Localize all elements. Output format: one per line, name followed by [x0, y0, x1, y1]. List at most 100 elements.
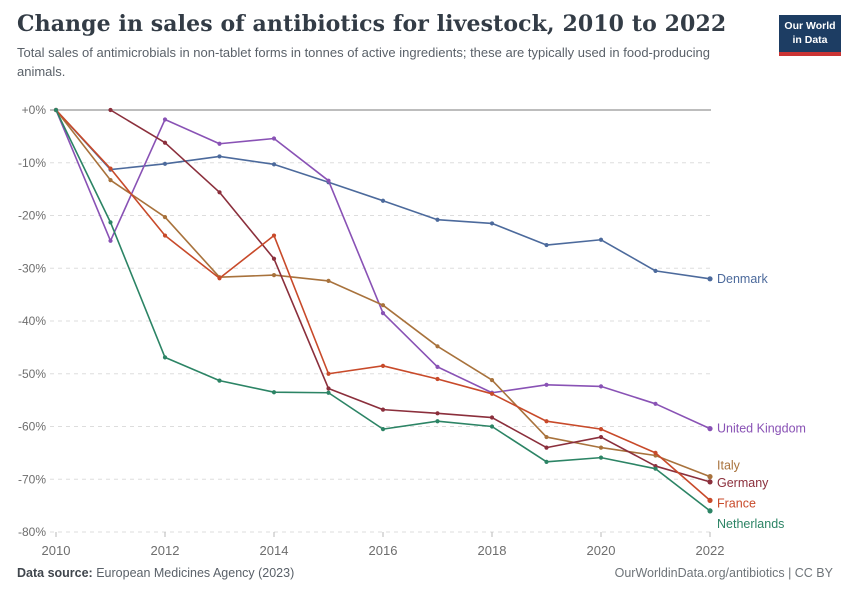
point-germany-2019[interactable]	[544, 445, 549, 450]
y-tick-label: -20%	[18, 209, 46, 223]
point-denmark-2019[interactable]	[544, 242, 549, 248]
line-germany[interactable]	[110, 109, 711, 483]
point-united-kingdom-2011[interactable]	[108, 238, 113, 243]
point-italy-2012[interactable]	[162, 214, 168, 220]
endpoint-germany[interactable]	[707, 479, 713, 485]
license-credit[interactable]: OurWorldinData.org/antibiotics | CC BY	[614, 566, 833, 580]
page-subtitle: Total sales of antimicrobials in non-tab…	[17, 45, 710, 79]
point-france-2013[interactable]	[217, 276, 222, 281]
endpoint-france[interactable]	[707, 497, 713, 503]
point-france-2012[interactable]	[162, 233, 168, 238]
point-germany-2018[interactable]	[489, 415, 495, 420]
point-france-2016[interactable]	[380, 363, 386, 368]
point-france-2014[interactable]	[271, 233, 277, 238]
data-source-text: European Medicines Agency (2023)	[92, 566, 295, 580]
point-united-kingdom-2021[interactable]	[653, 401, 658, 406]
series-label-france[interactable]: France	[717, 496, 756, 510]
owid-logo-text: Our World in Data	[784, 20, 836, 46]
point-germany-2013[interactable]	[217, 190, 222, 195]
endpoint-italy[interactable]	[707, 474, 713, 480]
point-italy-2018[interactable]	[489, 377, 495, 383]
point-germany-2012[interactable]	[162, 140, 168, 145]
point-united-kingdom-2020[interactable]	[598, 384, 604, 389]
point-germany-2020[interactable]	[598, 434, 604, 440]
series-label-netherlands[interactable]: Netherlands	[717, 517, 784, 531]
y-tick-label: -30%	[18, 261, 46, 275]
point-united-kingdom-2019[interactable]	[544, 382, 549, 387]
point-denmark-2012[interactable]	[162, 161, 168, 166]
point-denmark-2016[interactable]	[380, 198, 386, 203]
series-label-italy[interactable]: Italy	[717, 459, 741, 473]
point-italy-2015[interactable]	[326, 278, 331, 284]
point-denmark-2013[interactable]	[217, 154, 222, 159]
x-tick-label: 2014	[260, 543, 289, 558]
point-france-2020[interactable]	[598, 427, 604, 432]
point-denmark-2014[interactable]	[271, 162, 277, 167]
point-united-kingdom-2014[interactable]	[271, 136, 277, 141]
owid-logo[interactable]: Our World in Data	[779, 15, 841, 56]
point-italy-2014[interactable]	[271, 273, 277, 278]
series-united-kingdom[interactable]: United Kingdom	[53, 107, 806, 436]
point-denmark-2020[interactable]	[598, 237, 604, 242]
point-netherlands-2011[interactable]	[108, 220, 113, 225]
endpoint-united-kingdom[interactable]	[707, 426, 713, 432]
point-france-2011[interactable]	[108, 166, 113, 171]
point-germany-2016[interactable]	[380, 407, 386, 412]
series-france[interactable]: France	[53, 107, 756, 510]
point-denmark-2018[interactable]	[489, 221, 495, 226]
endpoint-denmark[interactable]	[707, 276, 713, 282]
endpoint-netherlands[interactable]	[707, 508, 713, 514]
series-label-denmark[interactable]: Denmark	[717, 272, 768, 286]
series-netherlands[interactable]: Netherlands	[53, 107, 785, 531]
x-tick-label: 2018	[478, 543, 507, 558]
line-netherlands[interactable]	[55, 109, 711, 512]
point-netherlands-2017[interactable]	[435, 419, 440, 424]
point-italy-2020[interactable]	[598, 445, 604, 450]
point-united-kingdom-2012[interactable]	[162, 117, 168, 122]
x-axis: 2010 2012 2014 2016 2018 2020 2022	[42, 532, 724, 558]
point-germany-2011[interactable]	[108, 107, 113, 113]
point-france-2019[interactable]	[544, 419, 549, 424]
series-label-germany[interactable]: Germany	[717, 476, 769, 490]
line-united-kingdom[interactable]	[55, 109, 711, 430]
point-united-kingdom-2013[interactable]	[217, 141, 222, 146]
chart-series: Denmark United Kingdom Italy Germany France N…	[53, 107, 806, 531]
point-france-2015[interactable]	[326, 371, 331, 376]
point-united-kingdom-2017[interactable]	[435, 364, 440, 369]
point-netherlands-2015[interactable]	[326, 390, 331, 395]
point-netherlands-2012[interactable]	[162, 355, 168, 360]
point-germany-2015[interactable]	[326, 386, 331, 391]
point-netherlands-2013[interactable]	[217, 378, 222, 383]
series-germany[interactable]: Germany	[108, 107, 769, 490]
point-italy-2016[interactable]	[380, 303, 386, 308]
point-netherlands-2021[interactable]	[653, 466, 658, 471]
point-france-2021[interactable]	[653, 450, 658, 455]
y-tick-label: -40%	[18, 314, 46, 328]
point-netherlands-2020[interactable]	[598, 455, 604, 460]
point-france-2018[interactable]	[489, 391, 495, 396]
y-tick-label: -10%	[18, 156, 46, 170]
point-germany-2017[interactable]	[435, 411, 440, 416]
series-italy[interactable]: Italy	[53, 107, 741, 480]
point-italy-2011[interactable]	[108, 178, 113, 183]
point-italy-2019[interactable]	[544, 434, 549, 440]
point-netherlands-2018[interactable]	[489, 424, 495, 429]
point-germany-2014[interactable]	[271, 256, 277, 261]
chart-header: Change in sales of antibiotics for lives…	[17, 11, 762, 82]
point-denmark-2021[interactable]	[653, 268, 658, 273]
point-italy-2017[interactable]	[435, 344, 440, 349]
point-netherlands-2016[interactable]	[380, 427, 386, 432]
point-netherlands-2019[interactable]	[544, 459, 549, 464]
series-denmark[interactable]: Denmark	[53, 107, 769, 286]
y-tick-label: -70%	[18, 472, 46, 486]
series-label-united-kingdom[interactable]: United Kingdom	[717, 422, 806, 436]
point-united-kingdom-2015[interactable]	[326, 178, 331, 183]
point-denmark-2017[interactable]	[435, 217, 440, 222]
point-netherlands-2014[interactable]	[271, 390, 277, 395]
point-france-2017[interactable]	[435, 376, 440, 382]
point-united-kingdom-2016[interactable]	[380, 310, 386, 316]
x-tick-label: 2016	[369, 543, 398, 558]
x-tick-label: 2010	[42, 543, 71, 558]
point-netherlands-2010[interactable]	[53, 107, 59, 113]
